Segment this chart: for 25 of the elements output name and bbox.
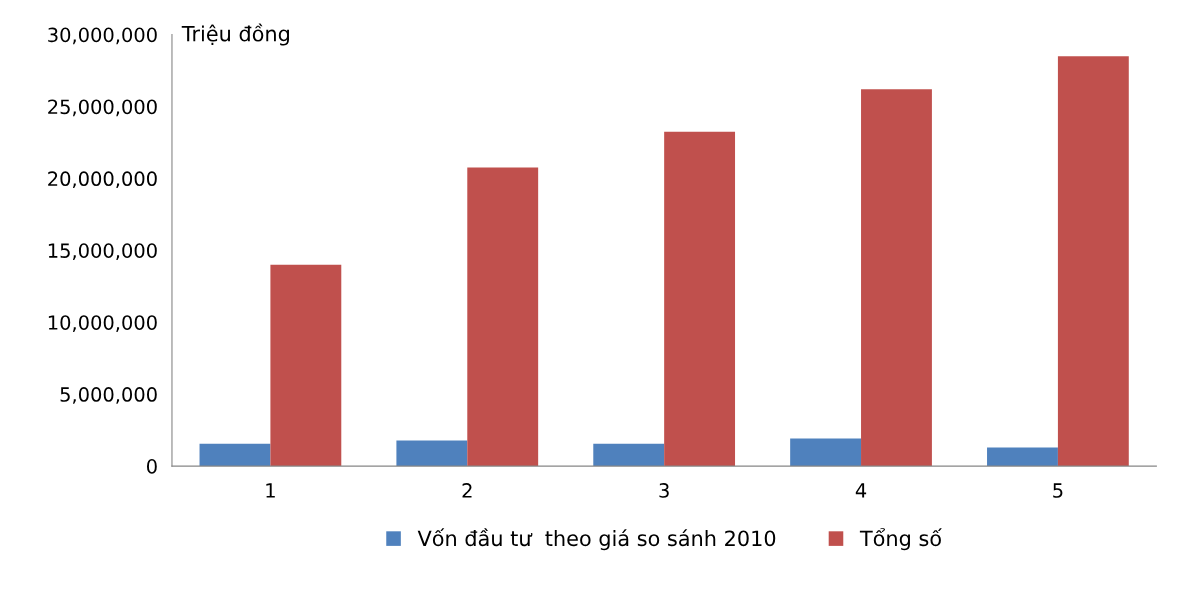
x-tick-label: 3 <box>659 483 669 498</box>
bar <box>593 443 665 467</box>
legend-label: Vốn đầu tư theo giá so sánh 2010 <box>417 528 776 551</box>
x-tick-label: 5 <box>1053 483 1063 498</box>
bar <box>664 131 736 467</box>
bar <box>270 264 342 467</box>
bar <box>861 89 932 467</box>
x-tick-label: 4 <box>855 483 867 498</box>
y-tick-label: 30,000,000 <box>48 27 157 45</box>
y-tick-label: 10,000,000 <box>48 315 157 332</box>
bar <box>199 443 271 467</box>
y-tick-label: 25,000,000 <box>48 99 157 117</box>
legend-label: Tổng số <box>859 527 942 551</box>
y-tick-label: 15,000,000 <box>48 243 157 260</box>
x-tick-label: 2 <box>462 483 472 498</box>
bar <box>467 167 539 467</box>
bar <box>1057 56 1129 467</box>
bar <box>790 438 862 467</box>
y-tick-label: 20,000,000 <box>48 171 157 189</box>
bar <box>987 447 1058 467</box>
y-tick-label: 5,000,000 <box>60 387 157 404</box>
y-axis-title: Triệu đồng <box>181 23 289 46</box>
bar <box>396 440 468 467</box>
x-tick-label: 1 <box>266 483 275 498</box>
y-tick-label: 0 <box>146 459 157 474</box>
